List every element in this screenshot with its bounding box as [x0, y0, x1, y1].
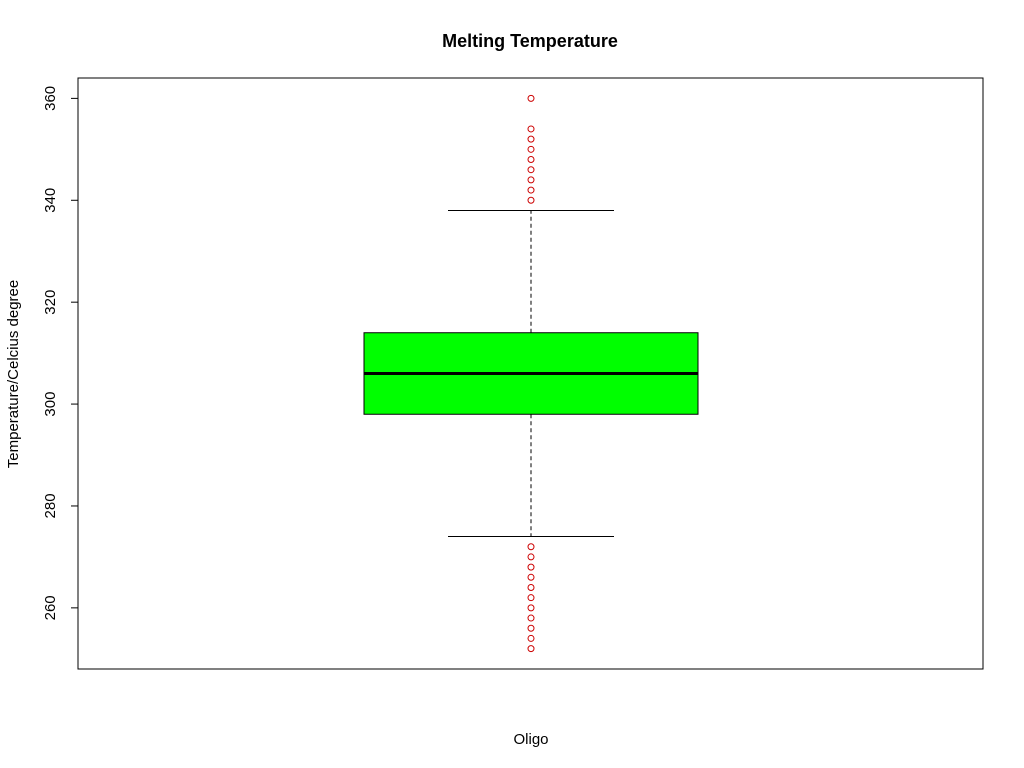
outlier-point: [527, 166, 535, 174]
y-tick-label: 260: [42, 595, 59, 620]
outlier-point: [527, 563, 535, 571]
y-tick-label: 340: [42, 188, 59, 213]
outlier-point: [527, 125, 535, 133]
outlier-point: [527, 156, 535, 164]
y-tick-label: 300: [42, 392, 59, 417]
outlier-point: [527, 94, 535, 102]
outlier-point: [527, 624, 535, 632]
y-axis: 260 280 300 320 340 360: [42, 86, 79, 620]
outlier-point: [527, 614, 535, 622]
y-tick-label: 280: [42, 493, 59, 518]
outlier-point: [527, 645, 535, 653]
outlier-point: [527, 604, 535, 612]
outlier-point: [527, 145, 535, 153]
outlier-point: [527, 176, 535, 184]
chart-title: Melting Temperature: [442, 31, 618, 51]
outlier-point: [527, 594, 535, 602]
y-tick-label: 360: [42, 86, 59, 111]
outlier-point: [527, 553, 535, 561]
outlier-point: [527, 186, 535, 194]
box-group: [363, 94, 699, 653]
y-axis-label: Temperature/Celcius degree: [5, 280, 22, 468]
outlier-point: [527, 135, 535, 143]
outlier-point: [527, 196, 535, 204]
y-tick-label: 320: [42, 290, 59, 315]
outlier-point: [527, 634, 535, 642]
outlier-point: [527, 583, 535, 591]
x-axis-label: Oligo: [513, 731, 548, 748]
outlier-point: [527, 543, 535, 551]
outlier-point: [527, 573, 535, 581]
